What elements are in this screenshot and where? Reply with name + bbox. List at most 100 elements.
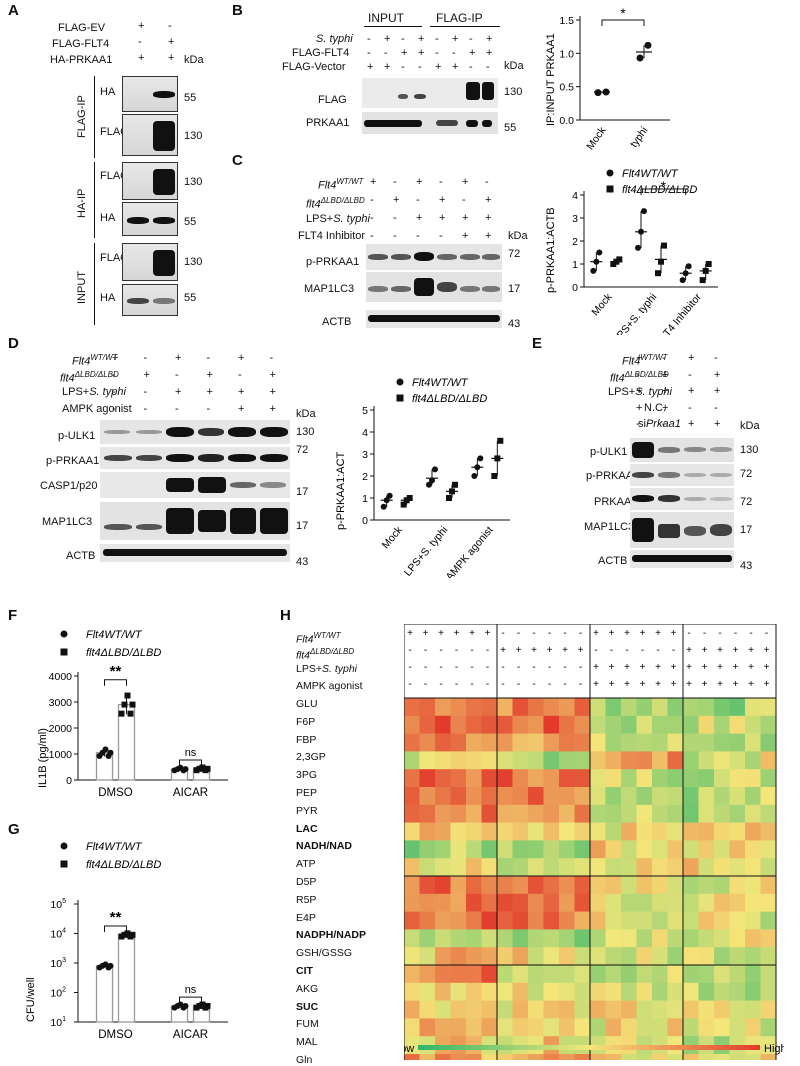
heatmap-sign: + [733,645,739,656]
sign: - [439,230,443,242]
heatmap-cell [481,1054,498,1060]
heatmap-cell [512,1018,529,1037]
sign: + [714,385,721,397]
sig-bracket [640,188,687,195]
heatmap-cell [729,858,746,877]
heatmap-cell [683,858,699,877]
heatmap-cell [729,733,746,752]
blot-label: MAP1LC3 [584,521,635,533]
sign: + [238,403,245,415]
heatmap-sign: + [609,662,615,673]
data-point [127,710,134,717]
row-label: LPS+S. typhi [306,213,370,225]
heatmap-cell [729,751,746,770]
heatmap-cell [574,1018,591,1037]
heatmap-cell [435,1018,451,1037]
heatmap-cell [528,769,544,788]
heatmap-cell [667,1000,684,1019]
heatmap-cell [729,715,746,734]
heatmap-cell [559,858,575,877]
heatmap-cell [745,787,761,806]
sign: + [370,176,377,188]
heatmap-cell [760,858,777,877]
heatmap-cell [574,947,591,966]
heatmap-cell [497,982,513,1001]
heatmap-cell [574,876,591,895]
blot [630,488,734,510]
heatmap-cell [714,858,730,877]
sign: - [435,33,439,45]
mw-label: 43 [296,556,309,568]
heatmap-cell [652,804,668,823]
heatmap-sign: - [470,645,473,656]
heatmap-sign: - [424,679,427,690]
heatmap-cell [497,965,513,984]
sign: + [416,176,423,188]
heatmap-cell [528,715,544,734]
sig-bracket [179,996,202,1004]
heatmap-cell [435,751,451,770]
heatmap-sign: - [687,628,690,639]
heatmap-cell [528,822,544,841]
heatmap-cell [450,893,467,912]
heatmap-sign: - [548,679,551,690]
heatmap-cell [435,804,451,823]
heatmap-cell [466,698,482,717]
heatmap-cell [450,715,467,734]
bar [95,965,114,1023]
heatmap-cell [621,876,637,895]
heatmap-sign: - [641,645,644,656]
sign: - [175,403,179,415]
heatmap-cell [745,876,761,895]
heatmap-cell [590,698,606,717]
heatmap-cell [574,715,591,734]
panel-b-chart: IP:INPUT PRKAA1 0.0 0.5 1.0 1.5 Mock S. typhi… [545,5,670,150]
sign: + [688,385,695,397]
heatmap-cell [621,698,637,717]
sign: + [452,61,459,73]
legend-marker [606,169,614,177]
heatmap-cell [590,804,606,823]
heatmap-cell [683,1018,699,1037]
heatmap-cell [636,715,653,734]
heatmap-cell [481,698,498,717]
heatmap-cell [636,911,653,930]
x-tick-label: DMSO [98,1029,133,1041]
heatmap-cell [466,804,482,823]
heatmap-cell [590,982,606,1001]
sig-label: * [620,5,626,21]
heatmap-cell [497,787,513,806]
heatmap-row-label: FBP [296,733,317,746]
heatmap-cell [559,733,575,752]
heatmap-row-label: MAL [296,1036,318,1049]
heatmap-cell [652,1018,668,1037]
heatmap-row-label: GLU [296,698,318,710]
data-point [124,930,131,937]
heatmap-cell [574,733,591,752]
blot [366,272,502,302]
mw-label: 17 [296,486,309,498]
heatmap-cell [512,858,529,877]
heatmap-cell [466,715,482,734]
heatmap-cell [543,1000,560,1019]
heatmap-cell [590,911,606,930]
heatmap-cell [714,698,730,717]
heatmap-cell [745,858,761,877]
blot [630,438,734,462]
x-tick-label: S. typhi [621,125,651,150]
heatmap-cell [621,911,637,930]
heatmap-cell [419,947,436,966]
blot-label: p-PRKAA1 [46,455,100,467]
heatmap-cell [419,876,436,895]
heatmap-cell [543,751,560,770]
blot [122,284,178,316]
heatmap-cell [404,733,420,752]
heatmap-cell [481,715,498,734]
data-point [129,931,136,938]
heatmap-cell [683,804,699,823]
heatmap-cell [497,804,513,823]
heatmap-cell [605,751,622,770]
heatmap-cell [512,876,529,895]
heatmap-row-label: FUM [296,1018,319,1031]
legend-label: Flt4WT/WT [86,629,143,641]
